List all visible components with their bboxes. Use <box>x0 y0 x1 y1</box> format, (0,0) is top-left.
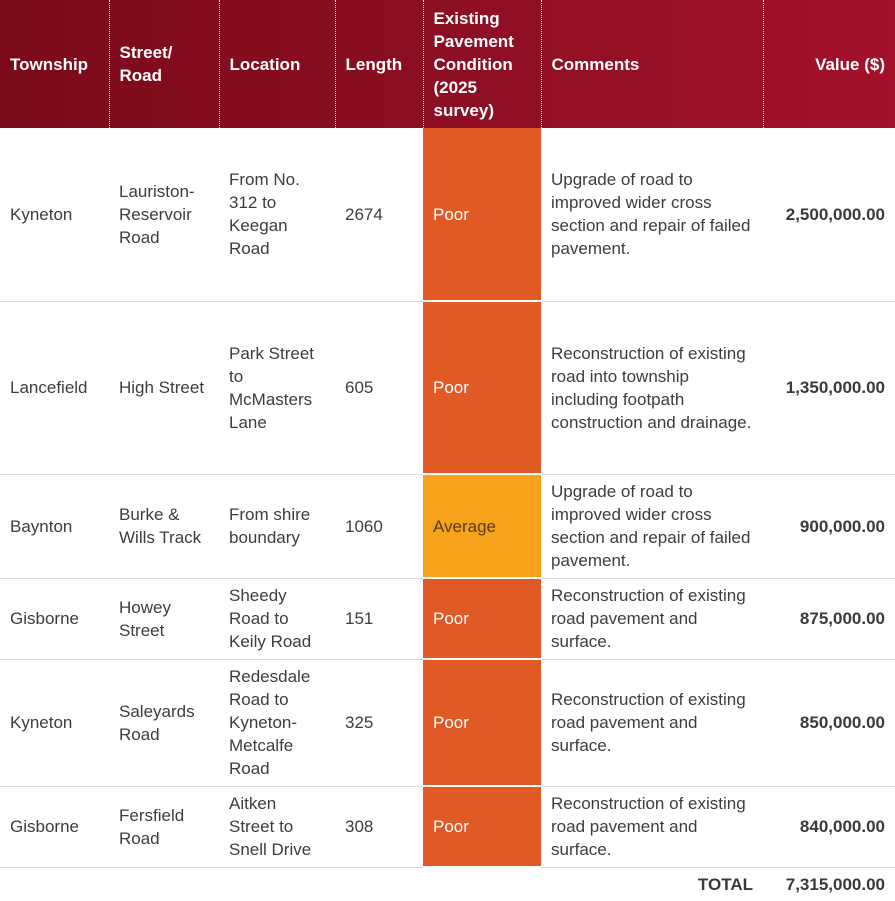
cell-comments: Reconstruction of existing road into tow… <box>541 301 763 475</box>
table-row: Kyneton Saleyards Road Redesdale Road to… <box>0 659 895 787</box>
cell-street: Howey Street <box>109 578 219 660</box>
cell-street: Burke & Wills Track <box>109 474 219 579</box>
cell-value: 1,350,000.00 <box>763 301 895 475</box>
header-value: Value ($) <box>815 54 885 74</box>
cell-location: Redesdale Road to Kyneton-Metcalfe Road <box>219 659 335 787</box>
cell-street: High Street <box>109 301 219 475</box>
total-value: 7,315,000.00 <box>785 874 885 894</box>
cell-length: 325 <box>335 659 423 787</box>
cell-location: From shire boundary <box>219 474 335 579</box>
cell-value: 875,000.00 <box>763 578 895 660</box>
table-row: Lancefield High Street Park Street to Mc… <box>0 301 895 475</box>
cell-condition: Poor <box>423 301 541 475</box>
cell-value: 2,500,000.00 <box>763 128 895 302</box>
cell-location: Aitken Street to Snell Drive <box>219 786 335 868</box>
cell-condition: Average <box>423 474 541 579</box>
table-row: Baynton Burke & Wills Track From shire b… <box>0 474 895 579</box>
table-row: Gisborne Fersfield Road Aitken Street to… <box>0 786 895 868</box>
cell-value: 900,000.00 <box>763 474 895 579</box>
cell-street: Fersfield Road <box>109 786 219 868</box>
header-comments: Comments <box>541 0 764 128</box>
cell-township: Kyneton <box>0 659 109 787</box>
cell-township: Gisborne <box>0 578 109 660</box>
table-row: Gisborne Howey Street Sheedy Road to Kei… <box>0 578 895 660</box>
cell-street: Saleyards Road <box>109 659 219 787</box>
cell-comments: Reconstruction of existing road pavement… <box>541 786 763 868</box>
header-condition: Existing Pavement Condition (2025 survey… <box>423 0 542 128</box>
total-label: TOTAL <box>697 875 753 894</box>
header-street: Street/ Road <box>109 0 220 128</box>
cell-township: Lancefield <box>0 301 109 475</box>
cell-length: 151 <box>335 578 423 660</box>
cell-street: Lauriston-Reservoir Road <box>109 128 219 302</box>
cell-condition: Poor <box>423 659 541 787</box>
cell-comments: Upgrade of road to improved wider cross … <box>541 128 763 302</box>
header-township: Township <box>0 0 110 128</box>
cell-township: Gisborne <box>0 786 109 868</box>
cell-value: 840,000.00 <box>763 786 895 868</box>
cell-comments: Upgrade of road to improved wider cross … <box>541 474 763 579</box>
cell-township: Kyneton <box>0 128 109 302</box>
cell-value: 850,000.00 <box>763 659 895 787</box>
cell-length: 2674 <box>335 128 423 302</box>
cell-location: Sheedy Road to Keily Road <box>219 578 335 660</box>
header-row: Township Street/ Road Location Length Ex… <box>0 0 895 128</box>
header-location: Location <box>219 0 336 128</box>
cell-condition: Poor <box>423 128 541 302</box>
cell-condition: Poor <box>423 578 541 660</box>
cell-length: 605 <box>335 301 423 475</box>
cell-location: From No. 312 to Keegan Road <box>219 128 335 302</box>
cell-length: 1060 <box>335 474 423 579</box>
table-row: Kyneton Lauriston-Reservoir Road From No… <box>0 128 895 302</box>
cell-length: 308 <box>335 786 423 868</box>
cell-location: Park Street to McMasters Lane <box>219 301 335 475</box>
cell-comments: Reconstruction of existing road pavement… <box>541 659 763 787</box>
header-length: Length <box>335 0 424 128</box>
cell-condition: Poor <box>423 786 541 868</box>
cell-township: Baynton <box>0 474 109 579</box>
cell-comments: Reconstruction of existing road pavement… <box>541 578 763 660</box>
total-row: TOTAL 7,315,000.00 <box>0 867 895 901</box>
